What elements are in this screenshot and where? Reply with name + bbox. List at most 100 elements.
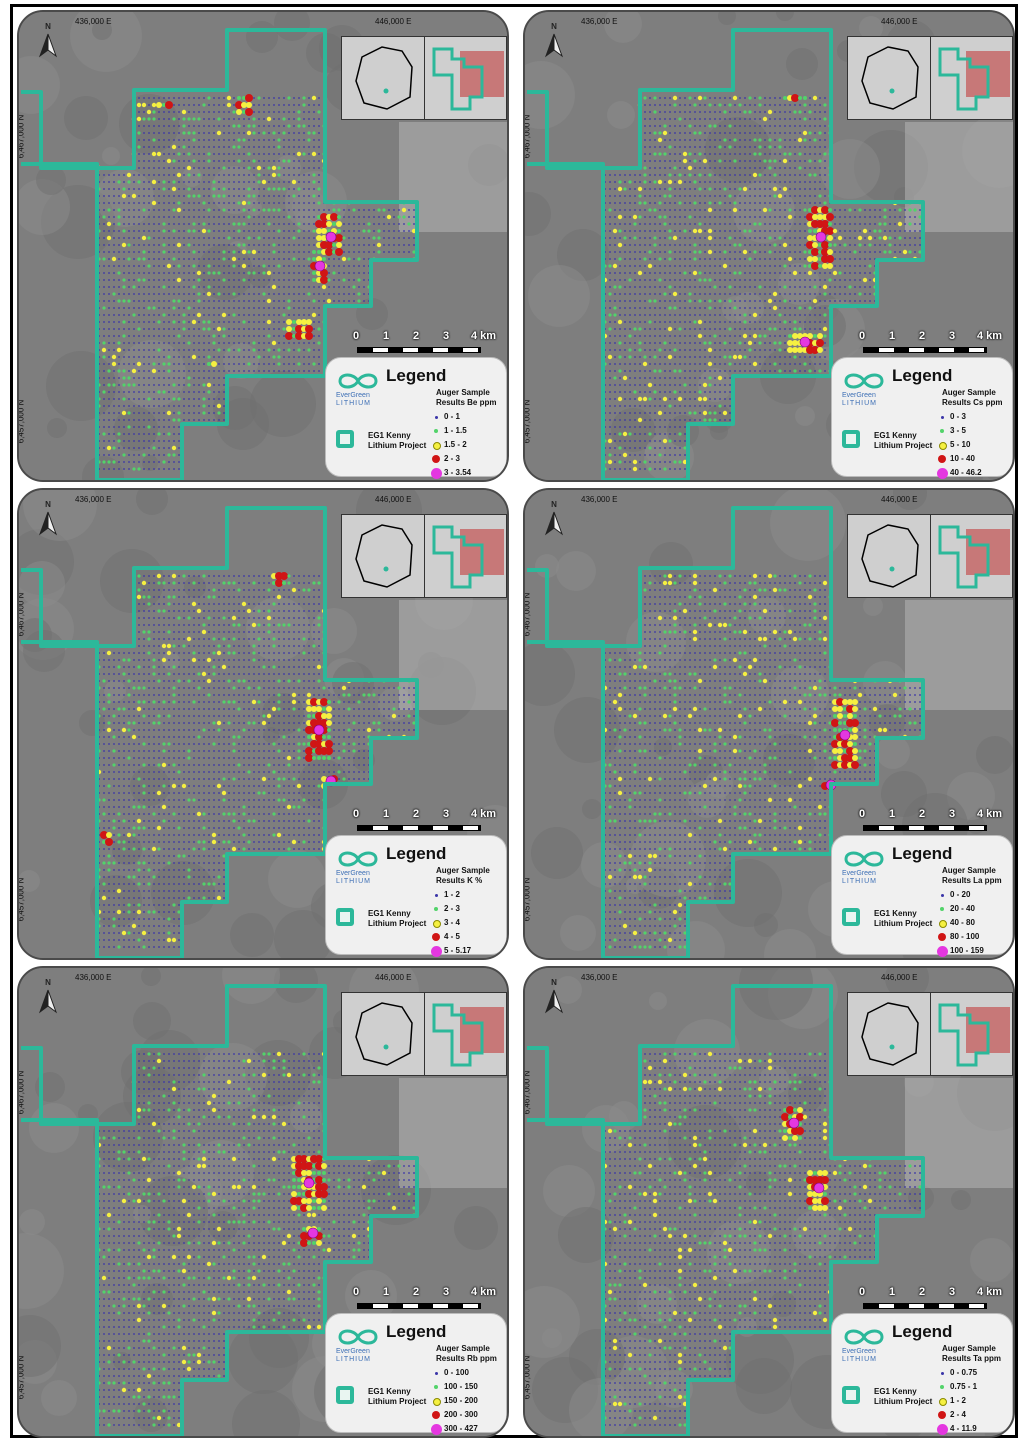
sample-point [178,426,180,428]
sample-point [163,412,165,414]
sample-point [173,370,175,372]
sample-point [709,314,711,316]
sample-point [292,257,296,261]
sample-point [774,300,776,302]
sample-point [692,228,698,234]
sample-point [789,146,791,148]
sample-point [819,272,821,274]
sample-point [634,433,636,435]
sample-point [632,214,638,220]
sample-point [237,159,241,163]
sample-point [639,377,641,379]
sample-point [699,125,701,127]
sample-point [669,216,671,218]
sample-point [283,272,285,274]
sample-point [618,460,622,464]
sample-point [694,153,696,155]
sample-point [773,194,777,198]
sample-point [123,426,125,428]
sample-point [764,111,766,113]
sample-point [659,321,661,323]
sample-point [238,575,240,577]
sample-point [328,293,330,295]
sample-point [187,173,191,177]
sample-point [308,230,310,232]
sample-point [198,286,200,288]
sample-point [263,160,265,162]
sample-point [203,603,205,605]
sample-point [158,279,160,281]
sample-point [172,117,176,121]
terrain-patch [19,56,60,114]
sample-point [188,181,190,183]
sample-point [313,575,315,577]
sample-point [694,419,696,421]
sample-point [118,321,120,323]
sample-point [263,363,265,365]
sample-point [163,377,165,379]
sample-point [298,286,300,288]
sample-point [622,431,628,437]
sample-point [197,117,201,121]
sample-point [133,454,135,456]
sample-point [699,160,701,162]
sample-point [894,223,896,225]
sample-point [288,132,290,134]
sample-point [722,263,728,269]
sample-point [317,187,321,191]
sample-point [138,160,140,162]
sample-point [228,272,230,274]
sample-point [398,251,400,253]
sample-point [699,307,701,309]
sample-point [734,293,736,295]
max-class-point [815,231,827,243]
sample-point [163,356,165,358]
sample-point [158,188,160,190]
sample-point [213,216,215,218]
sample-point [639,363,641,365]
sample-point [653,152,657,156]
sample-point [168,279,170,281]
sample-point [123,391,125,393]
sample-point [267,222,271,226]
sample-point [614,468,616,470]
sample-point [714,384,716,386]
sample-point [158,377,160,379]
sample-point [223,356,225,358]
sample-point [688,152,692,156]
sample-point [303,582,305,584]
sample-point [739,314,741,316]
sample-point [744,244,746,246]
sample-point [133,237,135,239]
sample-point [744,272,746,274]
sample-point [108,377,110,379]
sample-point [133,202,135,204]
sample-point [779,153,781,155]
sample-point [618,355,622,359]
sample-point [682,151,688,157]
sample-point [689,202,691,204]
sample-point [694,314,696,316]
sample-point [674,188,676,190]
sample-point [624,328,626,330]
sample-point [754,146,756,148]
sample-point [744,181,746,183]
sample-point [293,188,295,190]
sample-point [198,181,200,183]
sample-point [664,454,666,456]
sample-point [122,383,126,387]
sample-point [719,97,721,99]
sample-point [127,383,131,387]
sample-point [242,138,246,142]
sample-point [258,582,260,584]
sample-point [203,286,205,288]
sample-point [143,349,145,351]
sample-point [719,314,721,316]
sample-point [103,328,105,330]
sample-point [168,195,170,197]
sample-point [654,377,656,379]
sample-point [708,173,712,177]
sample-point [103,293,105,295]
sample-point [919,230,921,232]
sample-point [138,398,140,400]
